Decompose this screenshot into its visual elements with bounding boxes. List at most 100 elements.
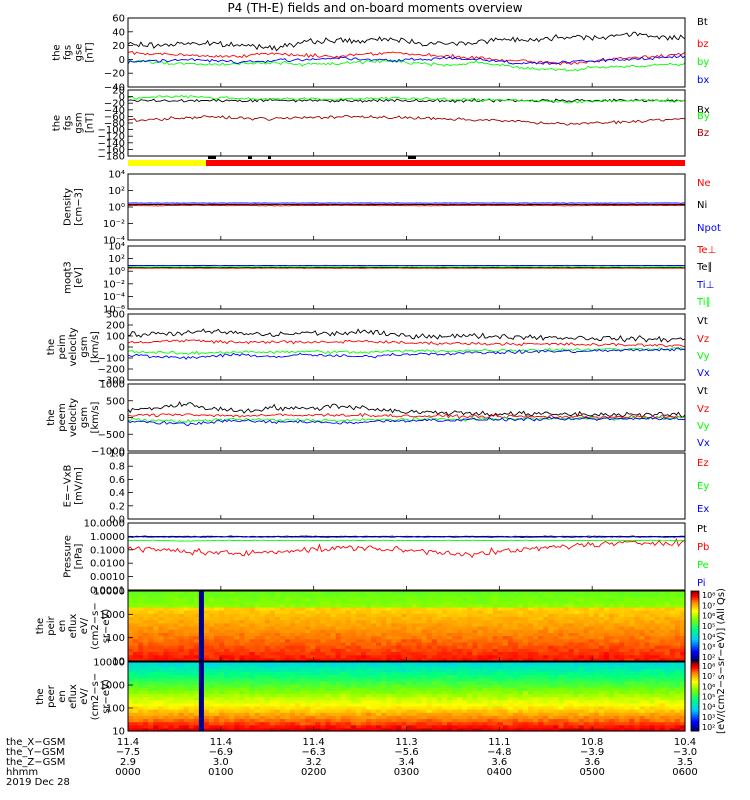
spectrogram-cell [193,641,200,646]
spectrogram-cell [143,613,149,618]
spectrogram-cell [624,600,630,605]
spectrogram-cell [290,693,296,698]
spectrogram-cell [487,705,494,710]
spectrogram-cell [492,705,499,710]
spectrogram-cell [209,610,215,614]
spectrogram-cell [259,632,266,637]
spectrogram-cell [295,705,301,710]
spectrogram-cell [284,727,291,732]
spectrogram-cell [528,674,534,679]
spectrogram-cell [143,591,149,595]
spectrogram-cell [315,651,322,656]
spectrogram-cell [183,638,190,643]
spectrogram-cell [487,600,494,605]
spectrogram-cell [634,693,641,698]
spectrogram-cell [178,680,185,685]
legend-entry-Bx: Bx [697,105,710,116]
spectrogram-cell [259,727,266,732]
spectrogram-cell [447,690,453,694]
spectrogram-cell [315,690,322,694]
spectrogram-cell [568,619,575,624]
spectrogram-cell [528,696,534,701]
spectrogram-cell [239,651,246,656]
spectrogram-cell [472,724,478,729]
spectrogram-cell [279,683,286,688]
spectrogram-cell [365,648,372,653]
spectrogram-cell [244,680,251,685]
spectrogram-cell [583,594,590,598]
spectrogram-cell [259,662,266,666]
spectrogram-cell [335,603,342,608]
spectrogram-cell [365,616,372,621]
spectrogram-cell [568,657,575,662]
spectrogram-cell [391,654,397,659]
spectrogram-cell [320,606,327,611]
spectrogram-cell [371,662,377,666]
spectrogram-cell [543,680,549,685]
spectrogram-cell [360,657,367,662]
spectrogram-cell [492,632,499,637]
spectrogram-cell [457,680,463,685]
spectrogram-cell [340,613,347,618]
spectrogram-cell [183,641,190,646]
spectrogram-cell [365,626,372,630]
spectrogram-cell [335,712,342,716]
spectrogram-cell [229,668,235,673]
spectrogram-cell [340,626,347,630]
spectrogram-cell [441,648,448,653]
spectrogram-cell [325,718,332,723]
spectrogram-cell [249,657,256,662]
spectrogram-cell [158,705,165,710]
spectrogram-cell [603,594,610,598]
spectrogram-cell [279,629,286,633]
spectrogram-cell [295,657,301,662]
spectrogram-cell [472,693,478,698]
spectrogram-cell [624,702,630,707]
spectrogram-cell [391,712,397,716]
spectrogram-cell [588,662,595,666]
spectrogram-cell [279,632,286,637]
spectrogram-cell [148,696,154,701]
spectrogram-cell [193,712,200,716]
spectrogram-cell [634,638,641,643]
spectrogram-cell [588,718,595,723]
spectrogram-cell [360,718,367,723]
y-axis-label: the fgs gsm [nT] [52,112,96,133]
spectrogram-cell [148,657,154,662]
spectrogram-cell [563,718,570,723]
spectrogram-cell [138,591,144,595]
spectrogram-cell [188,622,195,627]
spectrogram-cell [249,622,256,627]
spectrogram-cell [239,687,246,691]
spectrogram-cell [563,591,570,595]
spectrogram-cell [457,629,463,633]
spectrogram-cell [254,654,261,659]
spectrogram-cell [335,629,342,633]
spectrogram-cell [477,635,484,640]
spectrogram-cell [386,702,392,707]
spectrogram-cell [644,657,651,662]
spectrogram-cell [300,727,306,732]
spectrogram-cell [315,724,322,729]
spectrogram-cell [472,629,478,633]
spectrogram-cell [472,674,478,679]
spectrogram-cell [209,690,215,694]
spectrogram-cell [335,622,342,627]
spectrogram-cell [568,645,575,649]
spectrogram-cell [639,603,646,608]
spectrogram-cell [669,654,676,659]
spectrogram-cell [284,632,291,637]
spectrogram-cell [477,648,484,653]
spectrogram-cell [517,645,524,649]
spectrogram-cell [360,693,367,698]
spectrogram-cell [386,687,392,691]
spectrogram-cell [345,699,352,704]
spectrogram-cell [325,629,332,633]
spectrogram-cell [148,674,154,679]
spectrogram-cell [203,693,210,698]
spectrogram-cell [487,718,494,723]
spectrogram-cell [193,606,200,611]
spectrogram-cell [305,699,311,704]
spectrogram-cell [305,619,311,624]
spectrogram-cell [614,662,620,666]
